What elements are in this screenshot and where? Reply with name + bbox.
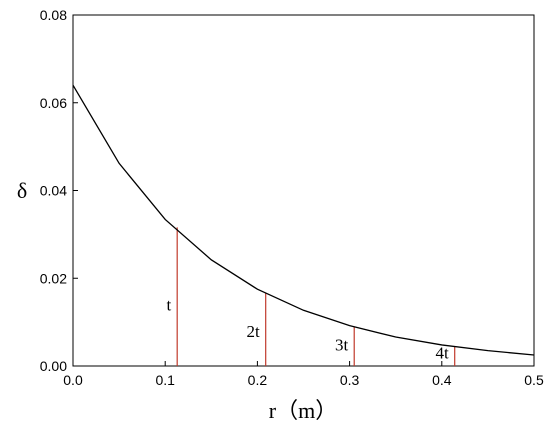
x-tick-label: 0.1 [155, 372, 175, 388]
x-tick-label: 0.0 [63, 372, 83, 388]
y-tick-label: 0.00 [40, 358, 67, 374]
x-axis-title: r（m） [269, 398, 337, 423]
x-axis: 0.0 0.1 0.2 0.3 0.4 0.5 [63, 361, 544, 388]
y-tick-label: 0.08 [40, 7, 67, 23]
y-tick-label: 0.02 [40, 270, 67, 286]
annotation-label: 4t [435, 343, 449, 362]
x-tick-label: 0.2 [248, 372, 268, 388]
y-tick-label: 0.06 [40, 95, 67, 111]
y-axis-title: δ [17, 178, 27, 203]
annotation-label: 3t [335, 335, 349, 354]
annotation-label: 2t [246, 322, 260, 341]
annotation-lines: t 2t 3t 4t [166, 227, 456, 366]
annotation-label: t [166, 296, 171, 315]
x-tick-label: 0.4 [432, 372, 452, 388]
y-tick-label: 0.04 [40, 183, 67, 199]
x-tick-label: 0.3 [340, 372, 360, 388]
x-tick-label: 0.5 [524, 372, 544, 388]
y-axis: 0.00 0.02 0.04 0.06 0.08 [40, 7, 78, 374]
series-line [72, 84, 535, 356]
